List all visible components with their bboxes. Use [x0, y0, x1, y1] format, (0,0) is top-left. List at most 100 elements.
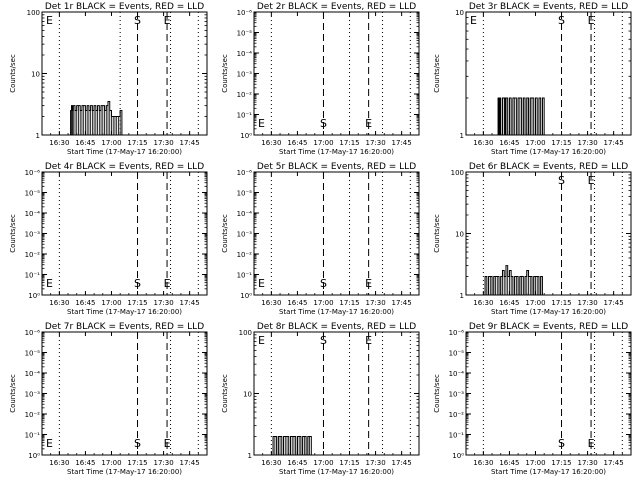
start-marker-label: S	[558, 14, 565, 27]
end-marker-label: E	[588, 174, 595, 187]
panel-title: Det 3r BLACK = Events, RED = LLD	[469, 2, 628, 12]
left-edge-marker-label: E	[258, 117, 265, 130]
y-tick-label: 10⁻¹	[237, 272, 253, 280]
panel-title: Det 1r BLACK = Events, RED = LLD	[45, 2, 204, 12]
x-tick-label: 17:00	[313, 299, 333, 307]
x-tick-label: 17:15	[339, 459, 359, 467]
end-marker-label: E	[588, 14, 595, 27]
y-axis-title: Counts/sec	[9, 54, 17, 93]
y-tick-label: 100	[239, 329, 252, 337]
y-tick-label: 10⁰	[28, 452, 40, 460]
y-tick-label: 10⁻⁵	[449, 350, 465, 358]
y-tick-label: 10⁻⁶	[237, 9, 253, 17]
panel-title: Det 2r BLACK = Events, RED = LLD	[257, 2, 416, 12]
x-tick-label: 17:30	[365, 139, 385, 147]
detector-panel-8: Det 8r BLACK = Events, RED = LLD 1 10 100 16…	[221, 322, 420, 476]
left-edge-marker-label: E	[46, 14, 53, 27]
x-tick-label: 17:30	[577, 299, 597, 307]
y-tick-label: 10⁻⁶	[449, 329, 465, 337]
y-tick-label: 10	[455, 9, 464, 17]
y-tick-label: 1	[248, 452, 252, 460]
y-tick-label: 10⁻⁴	[25, 210, 41, 218]
panel-title: Det 8r BLACK = Events, RED = LLD	[257, 322, 416, 332]
detector-panel-6: Det 6r BLACK = Events, RED = LLD 1 10 100 16…	[433, 162, 632, 316]
y-axis-title: Counts/sec	[221, 214, 229, 253]
y-tick-label: 10⁻³	[25, 231, 41, 239]
panel-title: Det 6r BLACK = Events, RED = LLD	[469, 162, 628, 172]
x-tick-label: 16:45	[75, 139, 95, 147]
y-tick-label: 10⁻⁵	[25, 350, 41, 358]
end-marker-label: E	[365, 117, 372, 130]
y-tick-label: 10⁰	[452, 452, 464, 460]
end-marker-label: E	[365, 334, 372, 347]
left-edge-marker-label: E	[470, 14, 477, 27]
detector-panel-3: Det 3r BLACK = Events, RED = LLD 1 10 16:30…	[433, 2, 632, 156]
x-axis-title: Start Time (17-May-17 16:20:00)	[491, 148, 606, 156]
y-tick-label: 10⁻⁶	[237, 169, 253, 177]
detector-panel-4: Det 4r BLACK = Events, RED = LLD 10⁰ 10⁻¹ 1…	[9, 162, 208, 316]
x-tick-label: 17:15	[127, 459, 147, 467]
x-tick-label: 16:30	[261, 299, 281, 307]
x-axis-title: Start Time (17-May-17 16:20:00)	[67, 308, 182, 316]
x-axis-title: Start Time (17-May-17 16:20:00)	[491, 468, 606, 476]
x-tick-label: 17:00	[525, 139, 545, 147]
x-tick-label: 16:30	[261, 459, 281, 467]
plot-frame	[41, 331, 208, 456]
y-tick-label: 10⁻²	[237, 91, 253, 99]
y-tick-label: 10⁻¹	[237, 112, 253, 120]
y-axis-title: Counts/sec	[221, 54, 229, 93]
y-tick-label: 10⁻⁴	[237, 50, 253, 58]
x-tick-label: 16:45	[75, 299, 95, 307]
x-tick-label: 17:45	[604, 459, 624, 467]
x-tick-label: 17:00	[525, 299, 545, 307]
y-axis-title: Counts/sec	[433, 54, 441, 93]
x-tick-label: 17:00	[101, 299, 121, 307]
y-tick-label: 10⁻¹	[25, 272, 41, 280]
start-marker-label: S	[134, 437, 141, 450]
start-marker-label: S	[320, 334, 327, 347]
left-edge-marker-label: E	[46, 277, 53, 290]
y-tick-label: 10	[243, 391, 252, 399]
x-axis-title: Start Time (17-May-17 16:20:00)	[279, 148, 394, 156]
y-tick-label: 10⁻²	[25, 251, 41, 259]
end-marker-label: E	[164, 277, 171, 290]
y-tick-label: 10⁻⁶	[25, 329, 41, 337]
x-tick-label: 17:45	[392, 459, 412, 467]
x-axis-title: Start Time (17-May-17 16:20:00)	[279, 468, 394, 476]
x-tick-label: 16:30	[473, 139, 493, 147]
y-tick-label: 10	[455, 231, 464, 239]
x-tick-label: 17:30	[153, 459, 173, 467]
y-tick-label: 10⁻⁵	[25, 190, 41, 198]
x-tick-label: 16:45	[499, 139, 519, 147]
x-tick-label: 17:00	[101, 139, 121, 147]
y-tick-label: 10⁰	[240, 132, 252, 140]
y-tick-label: 10⁻²	[25, 411, 41, 419]
y-tick-label: 10⁰	[240, 292, 252, 300]
y-tick-label: 10⁻³	[237, 71, 253, 79]
panel-title: Det 9r BLACK = Events, RED = LLD	[469, 322, 628, 332]
x-tick-label: 17:30	[577, 459, 597, 467]
x-tick-label: 16:30	[261, 139, 281, 147]
detector-panel-1: Det 1r BLACK = Events, RED = LLD 1 10 100 16…	[9, 2, 208, 156]
start-marker-label: S	[134, 277, 141, 290]
x-tick-label: 17:45	[180, 299, 200, 307]
y-axis-title: Counts/sec	[221, 374, 229, 413]
detector-panel-5: Det 5r BLACK = Events, RED = LLD 10⁰ 10⁻¹ 1…	[221, 162, 420, 316]
plot-frame	[41, 11, 208, 136]
x-tick-label: 17:00	[525, 459, 545, 467]
y-tick-label: 10⁰	[28, 292, 40, 300]
x-tick-label: 17:15	[339, 139, 359, 147]
x-tick-label: 17:45	[392, 299, 412, 307]
x-tick-label: 17:30	[577, 139, 597, 147]
x-tick-label: 16:30	[49, 139, 69, 147]
plot-frame	[253, 11, 420, 136]
x-tick-label: 17:00	[101, 459, 121, 467]
y-tick-label: 10⁻⁶	[25, 169, 41, 177]
plot-frame	[253, 171, 420, 296]
plot-frame	[465, 11, 632, 136]
x-axis-title: Start Time (17-May-17 16:20:00)	[491, 308, 606, 316]
left-edge-marker-label: E	[258, 334, 265, 347]
y-tick-label: 10⁻¹	[449, 432, 465, 440]
x-axis-title: Start Time (17-May-17 16:20:00)	[67, 148, 182, 156]
y-tick-label: 10⁻³	[25, 391, 41, 399]
